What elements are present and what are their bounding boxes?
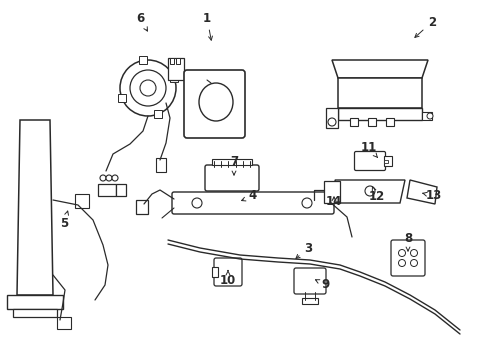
Bar [383, 160, 387, 163]
Bar [139, 57, 147, 64]
Polygon shape [331, 60, 427, 78]
Bar [337, 78, 421, 108]
Bar [367, 118, 375, 126]
Ellipse shape [199, 83, 232, 121]
Bar [337, 108, 421, 120]
Bar [325, 108, 337, 128]
FancyBboxPatch shape [214, 258, 242, 286]
Bar [212, 159, 251, 165]
Text: 3: 3 [295, 242, 311, 258]
Circle shape [120, 60, 176, 116]
Bar [349, 118, 357, 126]
Circle shape [140, 80, 156, 96]
Text: 1: 1 [203, 12, 212, 40]
Circle shape [112, 175, 118, 181]
Bar [57, 317, 71, 329]
Circle shape [409, 260, 417, 266]
FancyBboxPatch shape [354, 152, 385, 171]
Bar [153, 110, 161, 118]
Bar [383, 156, 391, 166]
Bar [118, 94, 125, 102]
Circle shape [100, 175, 106, 181]
Polygon shape [406, 180, 436, 204]
Text: 13: 13 [422, 189, 441, 202]
Text: 6: 6 [136, 12, 147, 31]
Bar [302, 298, 317, 304]
FancyBboxPatch shape [204, 165, 259, 191]
Circle shape [364, 186, 374, 196]
Bar [13, 309, 57, 317]
Text: 9: 9 [315, 279, 329, 292]
Bar [385, 118, 393, 126]
FancyBboxPatch shape [183, 70, 244, 138]
Circle shape [192, 198, 202, 208]
Bar [170, 58, 174, 64]
Circle shape [409, 249, 417, 256]
FancyBboxPatch shape [172, 192, 333, 214]
Circle shape [426, 113, 432, 119]
Circle shape [130, 70, 165, 106]
Polygon shape [334, 180, 404, 203]
Text: 14: 14 [325, 195, 342, 208]
Bar [98, 184, 116, 196]
Bar [170, 75, 178, 82]
Bar [212, 267, 218, 277]
Circle shape [106, 175, 112, 181]
Bar [156, 158, 165, 172]
Circle shape [302, 198, 311, 208]
Bar [168, 58, 183, 80]
Text: 8: 8 [403, 231, 411, 251]
Circle shape [398, 249, 405, 256]
Text: 11: 11 [360, 141, 377, 157]
Text: 12: 12 [368, 187, 385, 203]
Bar [176, 58, 180, 64]
Polygon shape [17, 120, 53, 295]
Bar [75, 194, 89, 208]
Text: 2: 2 [414, 15, 435, 37]
Bar [136, 200, 148, 214]
Text: 5: 5 [60, 211, 68, 230]
Text: 7: 7 [229, 156, 238, 175]
Bar [421, 112, 431, 120]
Circle shape [398, 260, 405, 266]
FancyBboxPatch shape [390, 240, 424, 276]
Bar [7, 295, 63, 309]
FancyBboxPatch shape [293, 268, 325, 294]
Circle shape [327, 118, 335, 126]
Bar [324, 181, 339, 203]
Bar [116, 184, 126, 196]
Text: 10: 10 [220, 271, 236, 287]
Text: 4: 4 [241, 189, 257, 202]
